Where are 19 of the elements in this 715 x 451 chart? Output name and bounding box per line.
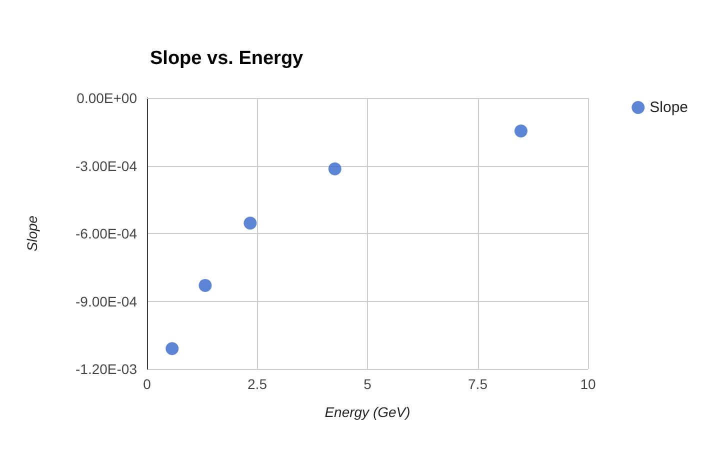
y-tick-label: -3.00E-04 [76,158,138,174]
y-tick-label: -1.20E-03 [76,361,138,377]
x-tick-label: 2.5 [248,376,268,392]
point [166,342,179,356]
point [244,216,257,230]
x-tick-label: 10 [580,376,596,392]
point [514,124,528,138]
x-tick-label: 7.5 [468,376,488,392]
point [198,278,212,292]
point [328,162,342,176]
x-axis-title: Energy (GeV) [324,404,410,420]
y-tick-label: -6.00E-04 [76,226,138,242]
chart-title: Slope vs. Energy [150,48,304,69]
y-axis-title: Slope [24,215,40,252]
x-tick-label: 0 [143,376,152,392]
legend-label: Slope [650,99,688,116]
y-tick-label: -9.00E-04 [76,293,138,310]
x-tick-label: 5 [364,376,372,392]
y-tick-label: 0.00E+00 [76,90,138,106]
